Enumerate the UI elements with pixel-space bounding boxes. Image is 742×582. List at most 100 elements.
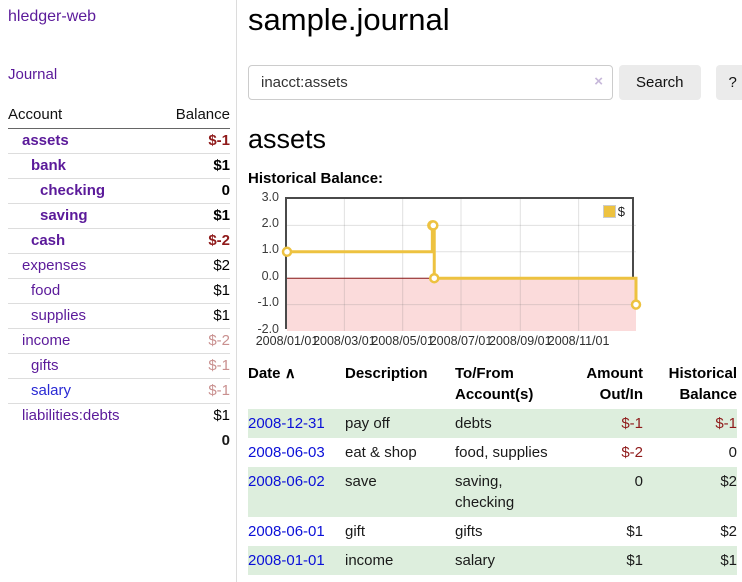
transaction-description: gift (345, 517, 455, 546)
sidebar-account-gifts[interactable]: gifts (8, 357, 59, 375)
accounts-column-header: Account (8, 102, 157, 129)
x-tick-label: 2008/03/01 (313, 334, 376, 348)
search-box: × (248, 65, 613, 100)
y-tick-label: 0.0 (262, 269, 279, 283)
sort-asc-icon[interactable]: ∧ (285, 365, 296, 382)
transaction-amount: $-1 (559, 409, 643, 438)
account-row: saving $1 (8, 204, 230, 229)
account-balance: $1 (157, 304, 230, 329)
sidebar-account-assets[interactable]: assets (8, 132, 69, 150)
accounts-total-row: 0 (8, 428, 230, 454)
data-point-marker (430, 274, 438, 282)
transaction-amount: 0 (559, 467, 643, 517)
transaction-accounts: gifts (455, 517, 559, 546)
transaction-balance: $2 (643, 467, 737, 517)
account-row: income $-2 (8, 329, 230, 354)
search-form: × Search ? (248, 65, 742, 100)
account-row: gifts $-1 (8, 354, 230, 379)
sidebar-account-cash[interactable]: cash (8, 232, 65, 250)
search-button[interactable]: Search (619, 65, 701, 100)
main-content: sample.journal × Search ? assets Histori… (237, 0, 742, 582)
transaction-description: income (345, 546, 455, 575)
transaction-accounts: debts (455, 409, 559, 438)
account-row: cash $-2 (8, 229, 230, 254)
sidebar-account-saving[interactable]: saving (8, 207, 88, 225)
sidebar-account-expenses[interactable]: expenses (8, 257, 86, 275)
search-input[interactable] (248, 65, 613, 100)
sidebar-account-income[interactable]: income (8, 332, 70, 350)
chart-section-label: Historical Balance: (248, 170, 742, 187)
data-point-marker (632, 300, 640, 308)
transaction-accounts: salary (455, 546, 559, 575)
transaction-row: 2008-06-01giftgifts$1$2 (248, 517, 737, 546)
brand-link[interactable]: hledger-web (8, 8, 96, 26)
account-balance: $-1 (157, 379, 230, 404)
sidebar-account-checking[interactable]: checking (8, 182, 105, 200)
transaction-row: 2008-06-02 savesaving, checking0$2 (248, 467, 737, 517)
clear-search-icon[interactable]: × (594, 73, 603, 91)
historical-balance-chart: 3.02.01.00.0-1.0-2.0 $ 2008/01/012008/03… (248, 195, 742, 350)
transaction-row: 2008-01-01incomesalary$1$1 (248, 546, 737, 575)
x-tick-label: 2008/09/01 (489, 334, 552, 348)
column-header-amount[interactable]: AmountOut/In (559, 361, 643, 409)
transaction-row: 2008-12-31pay offdebts$-1$-1 (248, 409, 737, 438)
transaction-description: eat & shop (345, 438, 455, 467)
transaction-date-link[interactable]: 2008-01-01 (248, 552, 325, 569)
account-balance: $1 (157, 404, 230, 429)
chart-plot-area: $ (285, 197, 634, 329)
account-balance: $1 (157, 154, 230, 179)
spacer (8, 428, 157, 454)
transaction-description: pay off (345, 409, 455, 438)
account-balance: $1 (157, 204, 230, 229)
account-balance: $1 (157, 279, 230, 304)
account-row: food $1 (8, 279, 230, 304)
sidebar-account-liabilities-debts[interactable]: liabilities:debts (8, 407, 120, 425)
chart-legend: $ (601, 203, 627, 220)
account-list: assets $-1 bank $1 checking 0 saving $1 cash $-2 e… (8, 129, 230, 429)
y-tick-label: 1.0 (262, 242, 279, 256)
transaction-balance: $-1 (643, 409, 737, 438)
transaction-date-link[interactable]: 2008-06-01 (248, 523, 325, 540)
transaction-date-link[interactable]: 2008-06-03 (248, 444, 325, 461)
data-point-marker (283, 247, 291, 255)
transaction-date-link[interactable]: 2008-06-02 (248, 473, 325, 490)
y-tick-label: -1.0 (257, 295, 279, 309)
account-title: assets (248, 124, 742, 155)
legend-swatch (603, 205, 616, 218)
sidebar-item-journal[interactable]: Journal (8, 66, 57, 83)
help-button[interactable]: ? (716, 65, 742, 100)
account-row: checking 0 (8, 179, 230, 204)
sidebar-account-food[interactable]: food (8, 282, 60, 300)
transaction-accounts: food, supplies (455, 438, 559, 467)
transaction-description: save (345, 467, 455, 517)
column-header-tofrom[interactable]: To/FromAccount(s) (455, 361, 559, 409)
account-balance: $-2 (157, 329, 230, 354)
transaction-accounts: saving, checking (455, 467, 559, 517)
chart-y-axis-labels: 3.02.01.00.0-1.0-2.0 (248, 195, 285, 331)
account-balance: $-1 (157, 129, 230, 154)
legend-label: $ (618, 204, 625, 219)
register-rows: 2008-12-31pay offdebts$-1$-12008-06-03ea… (248, 409, 737, 575)
column-header-description[interactable]: Description (345, 361, 455, 409)
column-header-date[interactable]: Date ∧ (248, 361, 345, 409)
sidebar-account-bank[interactable]: bank (8, 157, 66, 175)
register-table: Date ∧DescriptionTo/FromAccount(s)Amount… (248, 361, 737, 575)
account-row: assets $-1 (8, 129, 230, 154)
transaction-date-link[interactable]: 2008-12-31 (248, 415, 325, 432)
sidebar: hledger-web Journal Account Balance asse… (0, 0, 237, 582)
accounts-table: Account Balance assets $-1 bank $1 checking 0… (8, 102, 230, 454)
sidebar-account-supplies[interactable]: supplies (8, 307, 86, 325)
balance-column-header: Balance (157, 102, 230, 129)
transaction-amount: $1 (559, 546, 643, 575)
transaction-amount: $-2 (559, 438, 643, 467)
account-balance: 0 (157, 179, 230, 204)
column-header-historical[interactable]: HistoricalBalance (643, 361, 737, 409)
account-row: bank $1 (8, 154, 230, 179)
sidebar-account-salary[interactable]: salary (8, 382, 71, 400)
transaction-amount: $1 (559, 517, 643, 546)
account-balance: $2 (157, 254, 230, 279)
account-balance: $-1 (157, 354, 230, 379)
transaction-balance: $1 (643, 546, 737, 575)
accounts-total-value: 0 (157, 428, 230, 454)
account-balance: $-2 (157, 229, 230, 254)
